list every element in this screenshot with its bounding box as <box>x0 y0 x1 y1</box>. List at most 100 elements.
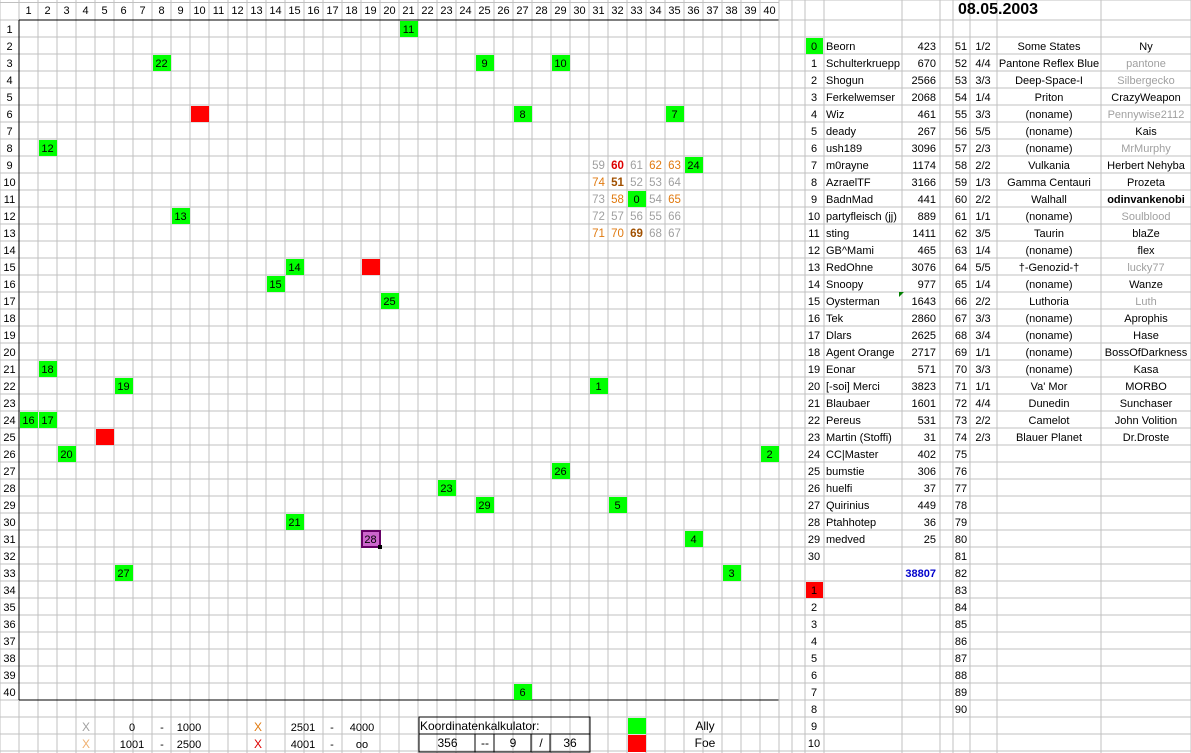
ally-cell[interactable] <box>685 157 703 173</box>
foe-cell[interactable] <box>96 429 114 445</box>
planet-number: 64 <box>955 262 967 274</box>
planet-owner: MrMurphy <box>1121 143 1171 155</box>
planet-system: (noname) <box>1025 347 1072 359</box>
ally-cell[interactable] <box>58 446 76 462</box>
planet-system: (noname) <box>1025 330 1072 342</box>
planet-owner: Wanze <box>1129 279 1163 291</box>
planet-number: 52 <box>955 58 967 70</box>
ally-cell[interactable] <box>286 259 304 275</box>
ally-cell[interactable] <box>267 276 285 292</box>
ally-cell[interactable] <box>39 140 57 156</box>
player-name: Ptahhotep <box>826 517 876 529</box>
row-header: 30 <box>3 517 15 529</box>
row-header: 25 <box>3 432 15 444</box>
ally-label: 18 <box>41 364 53 376</box>
ally-cell[interactable] <box>628 191 646 207</box>
planet-number: 75 <box>955 449 967 461</box>
planet-owner: lucky77 <box>1127 262 1164 274</box>
ally-cell[interactable] <box>476 497 494 513</box>
ally-cell[interactable] <box>39 361 57 377</box>
column-header: 8 <box>158 5 164 17</box>
row-header: 1 <box>6 24 12 36</box>
distance-value: 70 <box>611 228 624 240</box>
ally-cell[interactable] <box>39 412 57 428</box>
player-name: Oysterman <box>826 296 880 308</box>
planet-ratio: 2/2 <box>975 160 990 172</box>
planet-system: (noname) <box>1025 313 1072 325</box>
column-header: 17 <box>326 5 338 17</box>
ally-cell[interactable] <box>172 208 190 224</box>
distance-value: 54 <box>649 194 662 206</box>
ally-cell[interactable] <box>514 684 532 700</box>
planet-number: 90 <box>955 704 967 716</box>
planet-system: Camelot <box>1029 415 1070 427</box>
planet-ratio: 1/3 <box>975 177 990 189</box>
foe-id: 8 <box>811 704 817 716</box>
calculator-result[interactable]: 356 <box>437 736 458 750</box>
player-score: 423 <box>918 41 936 53</box>
ally-cell[interactable] <box>438 480 456 496</box>
player-score: 465 <box>918 245 936 257</box>
foe-cell[interactable] <box>191 106 209 122</box>
legend-dash: - <box>160 722 164 734</box>
ally-cell[interactable] <box>609 497 627 513</box>
player-name: ush189 <box>826 143 862 155</box>
ally-cell[interactable] <box>761 446 779 462</box>
planet-number: 62 <box>955 228 967 240</box>
distance-value: 58 <box>611 194 624 206</box>
planet-system: (noname) <box>1025 245 1072 257</box>
ally-cell[interactable] <box>20 412 38 428</box>
row-header: 26 <box>3 449 15 461</box>
planet-owner: Pennywise2112 <box>1108 109 1185 121</box>
planet-system: Vulkania <box>1028 160 1071 172</box>
planet-ratio: 1/1 <box>975 381 990 393</box>
ally-cell[interactable] <box>685 531 703 547</box>
map-cells[interactable] <box>20 21 904 753</box>
ally-cell[interactable] <box>381 293 399 309</box>
ally-cell[interactable] <box>400 21 418 37</box>
ally-cell[interactable] <box>115 378 133 394</box>
comment-marker[interactable] <box>899 292 904 297</box>
column-header: 6 <box>120 5 126 17</box>
ally-label: 8 <box>519 109 525 121</box>
planet-number: 66 <box>955 296 967 308</box>
ally-cell[interactable] <box>476 55 494 71</box>
ally-cell[interactable] <box>590 378 608 394</box>
planet-owner: Soulblood <box>1122 211 1171 223</box>
planet-owner: Prozeta <box>1127 177 1166 189</box>
ally-label: 15 <box>269 279 281 291</box>
foe-cell[interactable] <box>362 259 380 275</box>
ally-cell[interactable] <box>666 106 684 122</box>
legend-range-to: oo <box>356 739 368 751</box>
planet-ratio: 5/5 <box>975 126 990 138</box>
planet-owner: flex <box>1137 245 1155 257</box>
ally-cell[interactable] <box>723 565 741 581</box>
ally-cell[interactable] <box>552 55 570 71</box>
ally-cell[interactable] <box>552 463 570 479</box>
player-id: 3 <box>811 92 817 104</box>
ally-cell[interactable] <box>153 55 171 71</box>
distance-value: 63 <box>668 160 681 172</box>
column-header: 19 <box>364 5 376 17</box>
calculator-y[interactable]: 36 <box>563 736 577 750</box>
planet-number: 87 <box>955 653 967 665</box>
foe-id: 7 <box>811 687 817 699</box>
ally-label: 6 <box>519 687 525 699</box>
planet-number: 83 <box>955 585 967 597</box>
legend-dash: - <box>330 722 334 734</box>
player-score: 449 <box>918 500 936 512</box>
planet-ratio: 1/4 <box>975 245 990 257</box>
planet-ratio: 2/2 <box>975 194 990 206</box>
column-header: 2 <box>44 5 50 17</box>
calculator-x[interactable]: 9 <box>509 736 517 750</box>
fill-handle[interactable] <box>378 545 382 549</box>
planet-number: 76 <box>955 466 967 478</box>
ally-cell[interactable] <box>514 106 532 122</box>
ally-cell[interactable] <box>286 514 304 530</box>
column-header: 23 <box>440 5 452 17</box>
legend-mark: X <box>254 737 262 751</box>
selected-cell[interactable] <box>361 530 381 548</box>
player-id: 14 <box>808 279 820 291</box>
ally-cell[interactable] <box>115 565 133 581</box>
